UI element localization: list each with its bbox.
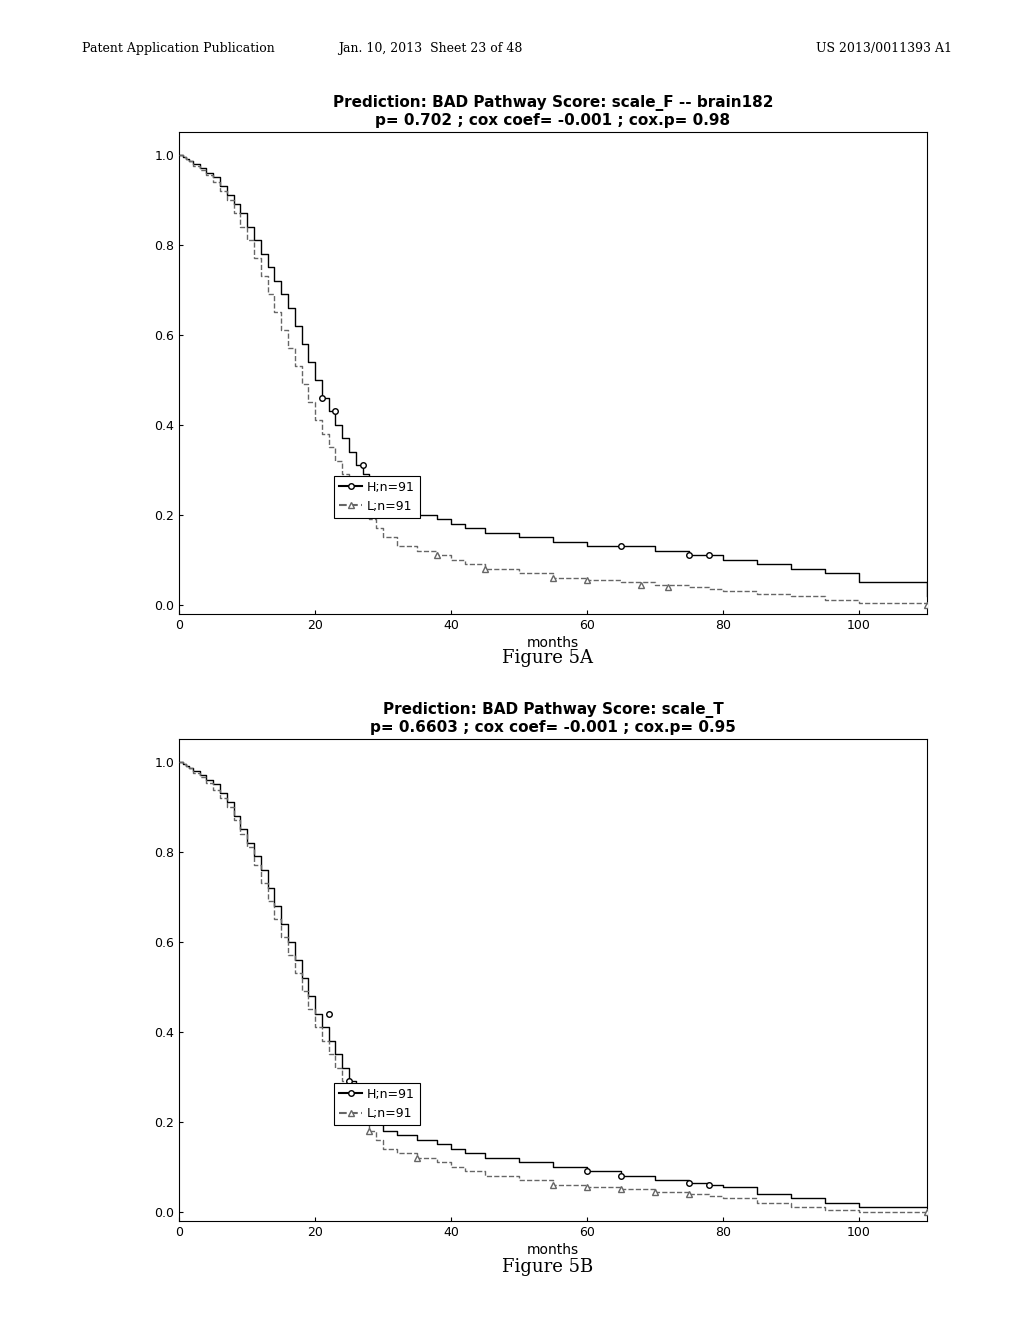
X-axis label: months: months [527,1243,579,1257]
Legend: H;n=91, L;n=91: H;n=91, L;n=91 [334,1082,420,1125]
X-axis label: months: months [527,636,579,649]
Title: Prediction: BAD Pathway Score: scale_F -- brain182
p= 0.702 ; cox coef= -0.001 ;: Prediction: BAD Pathway Score: scale_F -… [333,95,773,128]
Text: Patent Application Publication: Patent Application Publication [82,42,274,55]
Text: Jan. 10, 2013  Sheet 23 of 48: Jan. 10, 2013 Sheet 23 of 48 [338,42,522,55]
Legend: H;n=91, L;n=91: H;n=91, L;n=91 [334,475,420,517]
Text: Figure 5B: Figure 5B [502,1258,594,1276]
Title: Prediction: BAD Pathway Score: scale_T
p= 0.6603 ; cox coef= -0.001 ; cox.p= 0.9: Prediction: BAD Pathway Score: scale_T p… [370,702,736,735]
Text: US 2013/0011393 A1: US 2013/0011393 A1 [816,42,952,55]
Text: Figure 5A: Figure 5A [503,649,593,668]
